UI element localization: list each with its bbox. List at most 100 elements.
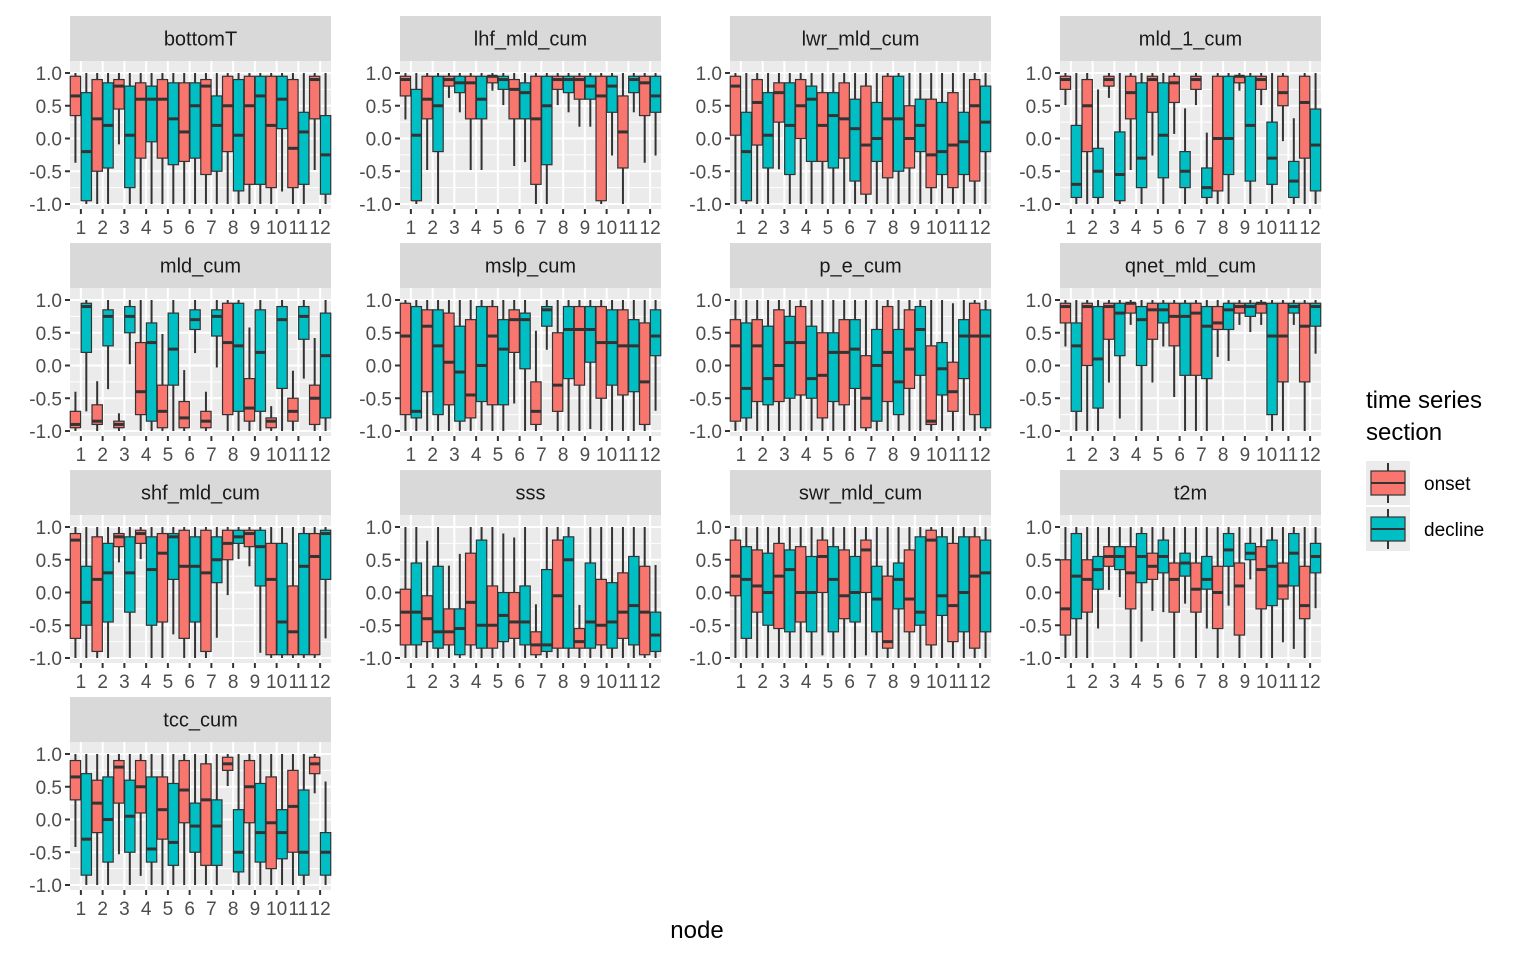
- y-tick-label: 0.0: [36, 130, 62, 151]
- legend-label: onset: [1424, 474, 1471, 495]
- box-body: [881, 575, 894, 649]
- decline-box-node-7: [1201, 132, 1213, 204]
- decline-box-node-2: [1092, 300, 1104, 431]
- x-tick-label: 3: [119, 218, 130, 239]
- decline-box-node-9: [1244, 300, 1257, 333]
- y-tick-label: 0.0: [366, 130, 392, 151]
- x-tick-label: 12: [640, 445, 661, 466]
- decline-box-node-9: [584, 73, 597, 127]
- box-body: [541, 75, 553, 166]
- onset-box-node-1: [1059, 300, 1072, 347]
- decline-box-node-2: [432, 527, 444, 658]
- onset-box-node-1: [69, 527, 82, 658]
- y-tick-label: -1.0: [29, 422, 62, 443]
- box-body: [497, 75, 510, 90]
- box-body: [541, 568, 553, 653]
- box-body: [508, 78, 520, 120]
- box-body: [1135, 305, 1148, 367]
- decline-box-node-1: [80, 300, 93, 412]
- decline-box-node-2: [102, 300, 114, 390]
- box-body: [1309, 302, 1322, 327]
- decline-box-node-4: [805, 73, 818, 204]
- decline-box-node-7: [871, 73, 883, 204]
- decline-box-node-4: [1135, 527, 1148, 642]
- y-tick-label: -0.5: [1019, 389, 1052, 410]
- box-body: [298, 532, 310, 656]
- decline-box-node-6: [519, 300, 531, 431]
- box-body: [475, 305, 488, 403]
- decline-box-node-8: [1222, 300, 1235, 361]
- x-tick-label: 3: [779, 672, 790, 693]
- x-tick-label: 9: [910, 672, 921, 693]
- box-body: [649, 75, 662, 113]
- decline-box-node-12: [1309, 527, 1322, 609]
- facet-strip-label: mld_1_cum: [1139, 29, 1242, 51]
- box-body: [958, 536, 970, 633]
- decline-box-node-5: [167, 527, 180, 635]
- decline-box-node-5: [827, 527, 840, 658]
- facet-strip: [730, 243, 991, 288]
- facet-strip-label: qnet_mld_cum: [1125, 256, 1256, 278]
- box-body: [606, 309, 618, 386]
- legend-entry-onset: onset: [1366, 461, 1471, 505]
- box-body: [189, 82, 201, 159]
- box-body: [308, 75, 321, 120]
- box-body: [628, 555, 640, 646]
- x-tick-label: 8: [228, 445, 239, 466]
- decline-box-node-9: [1244, 73, 1257, 204]
- decline-box-node-8: [1222, 527, 1235, 606]
- decline-box-node-7: [211, 73, 223, 204]
- x-axis-title: node: [670, 917, 723, 944]
- x-tick-label: 7: [866, 445, 877, 466]
- y-tick-label: 0.0: [366, 584, 392, 605]
- y-tick-label: 1.0: [696, 64, 722, 85]
- decline-box-node-9: [914, 300, 927, 431]
- y-tick-label: 0.5: [366, 551, 392, 572]
- decline-box-node-3: [1114, 527, 1126, 598]
- x-tick-label: 5: [163, 899, 174, 920]
- onset-box-node-11: [617, 73, 629, 204]
- box-body: [827, 92, 840, 169]
- decline-box-node-4: [475, 300, 488, 431]
- box-body: [454, 75, 466, 94]
- box-body: [221, 75, 234, 153]
- decline-box-node-2: [432, 73, 444, 204]
- onset-box-node-8: [1211, 527, 1224, 658]
- decline-box-node-7: [211, 754, 223, 885]
- y-tick-label: -1.0: [689, 649, 722, 670]
- decline-box-node-8: [232, 73, 245, 204]
- box-body: [1233, 562, 1246, 636]
- x-tick-label: 4: [471, 672, 482, 693]
- box-body: [243, 378, 256, 422]
- box-body: [454, 325, 466, 422]
- decline-box-node-3: [1114, 73, 1126, 204]
- x-tick-label: 12: [1300, 218, 1321, 239]
- decline-box-node-3: [454, 553, 466, 658]
- decline-box-node-8: [562, 73, 575, 113]
- box-body: [947, 542, 959, 643]
- box-body: [838, 549, 850, 620]
- box-body: [124, 536, 136, 613]
- box-body: [892, 75, 905, 172]
- x-tick-label: 8: [888, 445, 899, 466]
- decline-box-node-11: [298, 300, 310, 379]
- box-body: [1298, 75, 1311, 159]
- box-body: [1309, 542, 1322, 574]
- box-body: [1124, 75, 1137, 120]
- box-body: [200, 529, 212, 653]
- decline-box-node-3: [454, 73, 466, 113]
- onset-box-node-1: [1059, 73, 1072, 106]
- box-body: [298, 789, 310, 876]
- box-body: [827, 332, 840, 403]
- onset-box-node-7: [200, 754, 212, 885]
- x-tick-label: 6: [514, 672, 525, 693]
- x-tick-label: 2: [97, 445, 108, 466]
- decline-box-node-4: [475, 527, 488, 658]
- box-body: [729, 75, 742, 136]
- box-body: [584, 75, 597, 100]
- x-tick-label: 2: [97, 899, 108, 920]
- box-body: [1201, 305, 1213, 380]
- decline-box-node-1: [1070, 527, 1083, 658]
